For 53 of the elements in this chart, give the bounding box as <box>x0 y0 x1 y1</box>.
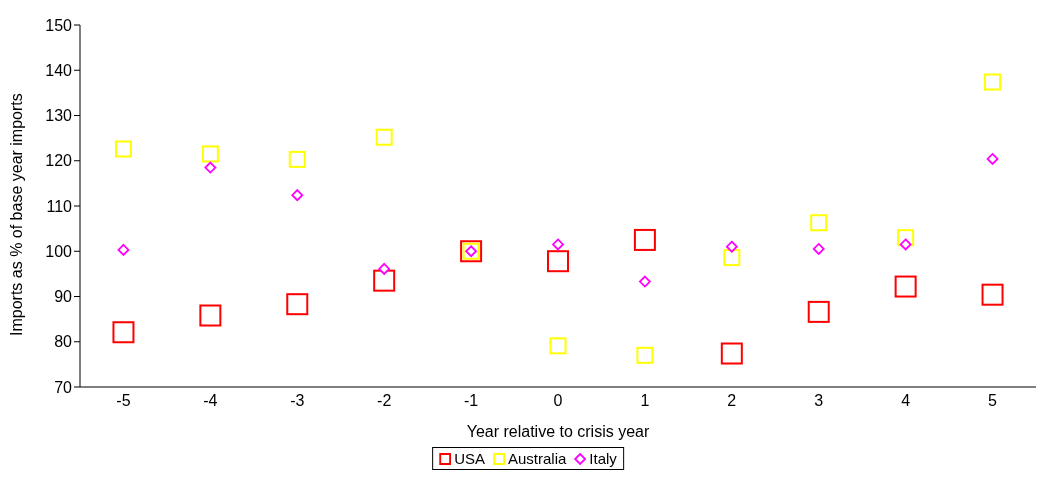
x-tick-label: -2 <box>377 392 392 410</box>
x-tick-label: 5 <box>988 392 998 410</box>
legend-label: USA <box>454 450 485 467</box>
point <box>373 269 396 292</box>
point <box>201 145 219 163</box>
point <box>112 321 135 344</box>
x-tick-label: 1 <box>640 392 650 410</box>
point <box>981 283 1004 306</box>
y-tick-label: 100 <box>45 242 73 260</box>
point <box>810 214 828 232</box>
y-axis-title: Imports as % of base year imports <box>7 93 25 336</box>
point <box>984 73 1002 91</box>
point <box>549 337 567 355</box>
point <box>723 249 741 267</box>
legend-label: Italy <box>589 450 617 467</box>
point <box>807 300 830 323</box>
point <box>204 161 217 174</box>
x-tick-label: -4 <box>203 392 218 410</box>
x-tick-label: -3 <box>290 392 305 410</box>
point <box>378 263 391 275</box>
x-tick-label: 4 <box>901 392 911 410</box>
y-tick-label: 80 <box>54 333 73 351</box>
point <box>552 238 564 251</box>
point <box>114 140 132 158</box>
point <box>286 293 309 316</box>
y-tick-label: 90 <box>54 288 73 306</box>
point <box>291 189 304 202</box>
point <box>636 346 654 364</box>
point <box>117 243 130 256</box>
point <box>812 243 825 255</box>
y-tick-label: 150 <box>45 16 73 34</box>
point <box>986 153 999 165</box>
point <box>725 240 738 253</box>
y-tick-label: 140 <box>45 61 73 79</box>
x-axis-title: Year relative to crisis year <box>466 423 650 440</box>
x-tick-label: -5 <box>116 392 131 410</box>
y-tick-label: 70 <box>54 378 73 396</box>
x-tick-label: -1 <box>463 392 479 410</box>
x-tick-label: 0 <box>553 392 563 410</box>
point <box>639 275 651 288</box>
point <box>375 128 393 146</box>
point <box>288 150 306 168</box>
y-tick-label: 130 <box>45 107 73 125</box>
y-tick-label: 120 <box>45 152 73 170</box>
point <box>199 304 222 327</box>
point <box>547 250 569 273</box>
point <box>720 342 743 365</box>
x-tick-label: 3 <box>814 392 824 410</box>
point <box>894 275 917 298</box>
y-tick-label: 110 <box>46 197 73 215</box>
x-tick-label: 2 <box>727 392 737 410</box>
legend-label: Australia <box>507 450 567 467</box>
point <box>633 228 656 251</box>
